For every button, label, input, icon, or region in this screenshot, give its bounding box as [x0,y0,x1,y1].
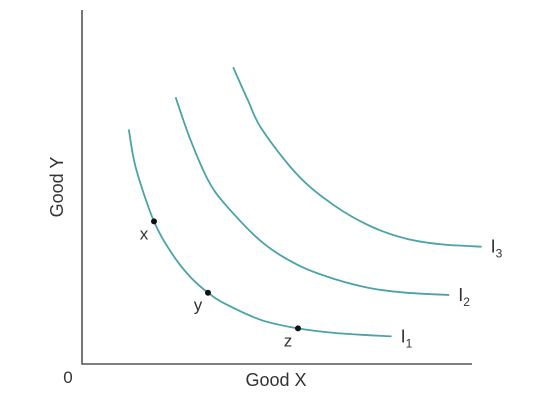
curve-label-subscript: 1 [406,336,413,350]
point-label-x: x [140,224,149,243]
curve-label-main: I [401,326,406,346]
indifference-curves [127,66,482,338]
curve-label-subscript: 2 [463,295,470,309]
curve-label-main: I [491,237,496,257]
y-axis-label: Good Y [47,157,67,218]
bundle-points: x y z [140,218,301,350]
point-label-z: z [284,331,293,350]
curve-label-main: I [458,285,463,305]
indifference-curve-2 [174,96,450,296]
indifference-curve-1 [127,129,392,338]
point-label-y: y [194,296,203,315]
point-z [295,325,301,332]
x-axis-label: Good X [245,370,306,390]
point-x [151,218,157,225]
curve-label-1: I1 [401,326,413,350]
axes [81,10,472,365]
point-y [205,289,211,296]
origin-label: 0 [63,368,72,387]
curve-label-3: I3 [491,237,503,261]
curve-label-subscript: 3 [496,247,503,261]
indifference-curve-3 [232,66,482,248]
curve-label-2: I2 [458,285,470,309]
